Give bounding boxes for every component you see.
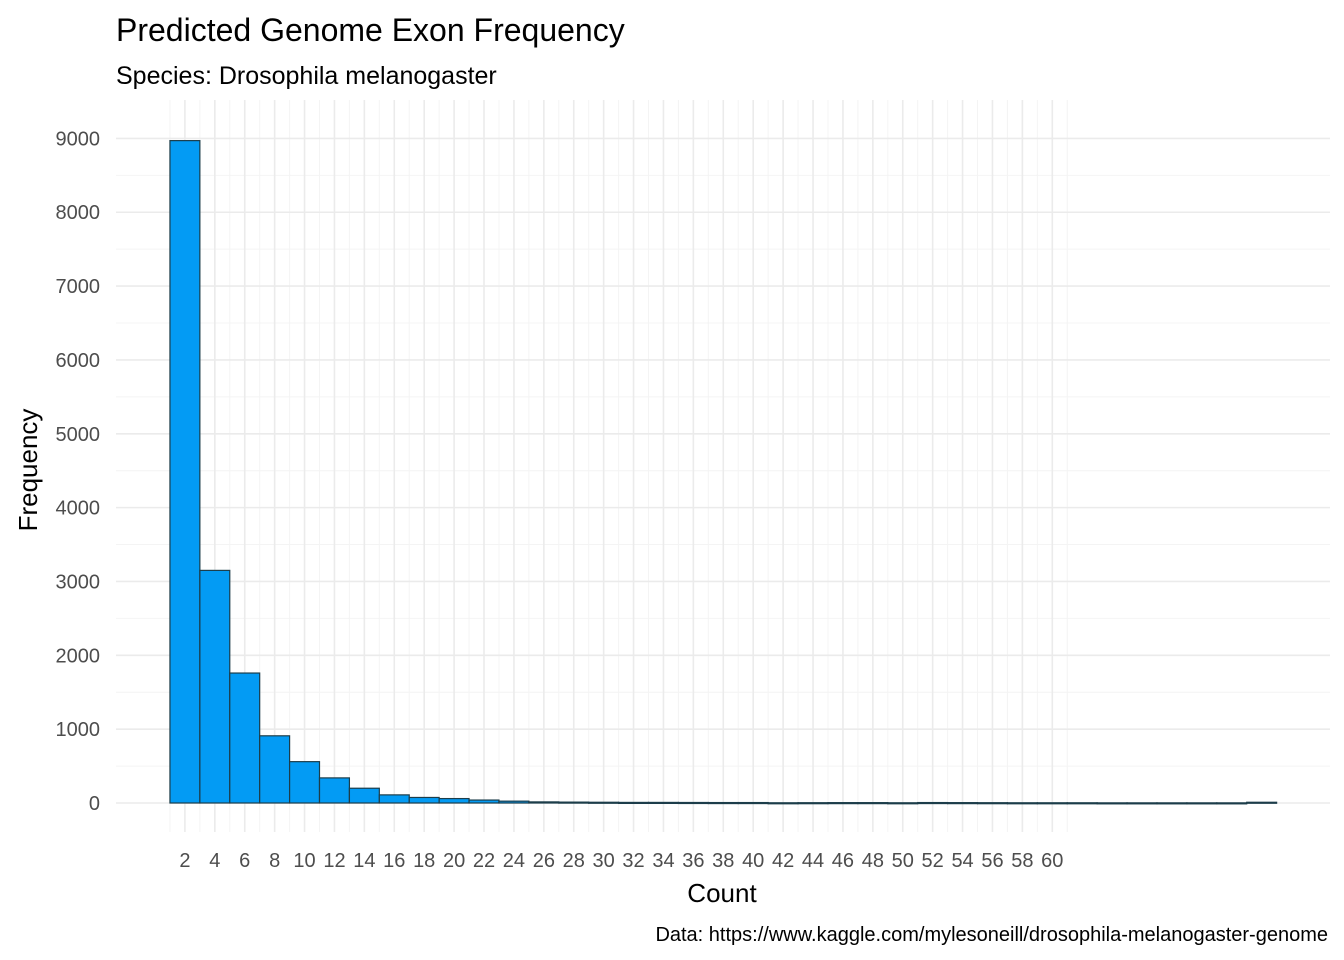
- histogram-bar: [917, 801, 949, 805]
- x-tick-label: 20: [443, 850, 465, 872]
- x-tick-label: 24: [503, 850, 525, 872]
- histogram-bar: [857, 802, 889, 805]
- x-tick-label: 36: [682, 850, 704, 872]
- y-tick-label: 5000: [56, 424, 101, 446]
- histogram-bar: [767, 802, 799, 805]
- y-tick-label: 7000: [56, 276, 101, 298]
- x-tick-label: 30: [593, 850, 615, 872]
- histogram-bar: [827, 802, 859, 805]
- histogram-bar: [468, 799, 500, 804]
- x-tick-label: 32: [622, 850, 644, 872]
- y-tick-label: 9000: [56, 128, 101, 150]
- x-tick-label: 46: [832, 850, 854, 872]
- x-tick-label: 8: [269, 850, 280, 872]
- histogram-bar: [318, 777, 351, 804]
- y-tick-label: 3000: [56, 571, 101, 593]
- histogram-bar: [1246, 801, 1278, 804]
- histogram-bar: [618, 801, 650, 805]
- histogram-bar: [169, 140, 201, 804]
- x-tick-label: 58: [1011, 850, 1033, 872]
- histogram-bar: [348, 787, 380, 804]
- x-tick-label: 22: [473, 850, 495, 872]
- y-tick-label: 6000: [56, 350, 101, 372]
- x-tick-label: 42: [772, 850, 794, 872]
- histogram-bar: [498, 800, 530, 804]
- y-tick-label: 0: [89, 793, 100, 815]
- x-tick-label: 44: [802, 850, 824, 872]
- histogram-bar: [229, 672, 261, 804]
- x-tick-label: 26: [533, 850, 555, 872]
- histogram-bar: [947, 802, 979, 805]
- histogram-bar: [797, 802, 829, 805]
- x-tick-label: 12: [323, 850, 345, 872]
- x-tick-label: 56: [981, 850, 1003, 872]
- histogram-bar: [707, 801, 739, 805]
- histogram-bar: [1066, 802, 1098, 805]
- x-tick-label: 16: [383, 850, 405, 872]
- y-tick-label: 1000: [56, 719, 101, 741]
- grid-lines: [116, 100, 1330, 832]
- x-tick-label: 52: [922, 850, 944, 872]
- histogram-bar: [259, 735, 291, 804]
- chart-subtitle: Species: Drosophila melanogaster: [116, 62, 497, 90]
- y-axis-title: Frequency: [13, 409, 43, 532]
- x-axis-tick-labels: 2 4 6 8 10 12 14 16 18 20 22 24 26 28 30 32 34 36 38 40 42 44…: [179, 850, 1063, 872]
- x-tick-label: 48: [862, 850, 884, 872]
- histogram-bar: [438, 797, 470, 804]
- histogram-bar: [737, 801, 769, 805]
- y-tick-label: 8000: [56, 202, 101, 224]
- histogram-bar: [1036, 802, 1068, 805]
- histogram-bar: [528, 801, 560, 804]
- histogram-bar: [558, 801, 590, 804]
- x-tick-label: 38: [712, 850, 734, 872]
- histogram-bar: [887, 802, 919, 805]
- x-tick-label: 14: [353, 850, 375, 872]
- histogram-bar: [647, 801, 680, 805]
- x-tick-label: 18: [413, 850, 435, 872]
- histogram-bar: [588, 801, 620, 804]
- x-tick-label: 40: [742, 850, 764, 872]
- histogram-bar: [1186, 802, 1218, 805]
- x-tick-label: 60: [1041, 850, 1063, 872]
- x-axis-title: Count: [687, 878, 757, 908]
- chart-title: Predicted Genome Exon Frequency: [116, 12, 625, 48]
- x-tick-label: 54: [951, 850, 973, 872]
- x-tick-label: 10: [293, 850, 315, 872]
- x-tick-label: 34: [652, 850, 674, 872]
- x-tick-label: 50: [892, 850, 914, 872]
- histogram-bar: [378, 794, 410, 804]
- histogram-bar: [976, 802, 1009, 805]
- histogram-bar: [199, 569, 231, 804]
- histogram-bars: [169, 140, 1278, 805]
- x-tick-label: 28: [563, 850, 585, 872]
- histogram-bar: [1216, 802, 1248, 805]
- histogram-bar: [408, 796, 440, 804]
- y-tick-label: 2000: [56, 645, 101, 667]
- histogram-bar: [1126, 802, 1158, 805]
- data-source-caption: Data: https://www.kaggle.com/mylesoneill…: [655, 924, 1328, 946]
- y-tick-label: 4000: [56, 498, 101, 520]
- y-axis-tick-labels: 0 1000 2000 3000 4000 5000 6000 7000 8000 9000: [56, 128, 101, 815]
- histogram-bar: [1006, 802, 1038, 805]
- histogram-bar: [677, 801, 709, 805]
- histogram-bar: [1096, 802, 1128, 805]
- x-tick-label: 2: [179, 850, 190, 872]
- histogram-bar: [288, 761, 321, 804]
- histogram-bar: [1156, 802, 1188, 805]
- x-tick-label: 6: [239, 850, 250, 872]
- x-tick-label: 4: [209, 850, 220, 872]
